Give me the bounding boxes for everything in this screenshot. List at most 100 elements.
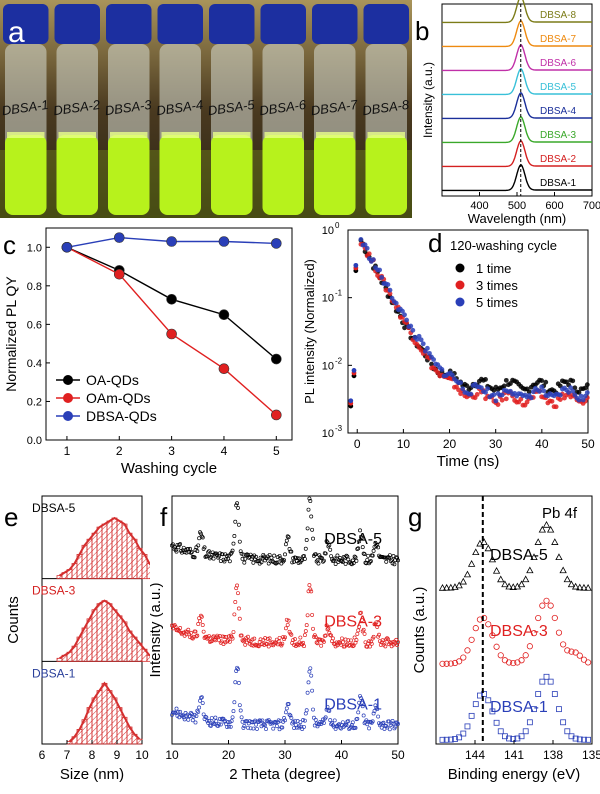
- decay-point: [570, 388, 576, 394]
- decay-point: [402, 325, 407, 331]
- liquid-meniscus: [316, 132, 354, 138]
- xrd-point: [292, 726, 296, 730]
- data-point: [113, 268, 125, 280]
- xrd-point: [350, 558, 355, 563]
- xrd-point: [321, 721, 326, 725]
- xps-point: [488, 555, 497, 563]
- liquid-meniscus: [161, 132, 199, 138]
- xrd-point: [335, 643, 340, 648]
- x-tick-label: 500: [508, 200, 526, 212]
- series-label: DBSA-5: [540, 82, 577, 93]
- xrd-point: [371, 711, 376, 716]
- xrd-point: [233, 519, 238, 524]
- xrd-point: [383, 555, 388, 560]
- xrd-point: [251, 560, 256, 565]
- xps-point: [542, 520, 551, 528]
- xrd-point: [267, 552, 272, 557]
- xrd-point: [324, 623, 329, 628]
- vial-label: DBSA-1: [1, 97, 50, 118]
- xps-point: [497, 575, 505, 583]
- data-point: [166, 236, 177, 247]
- vial-label: DBSA-7: [310, 97, 359, 118]
- xrd-point: [380, 638, 385, 643]
- series-label: DBSA-5: [490, 547, 548, 564]
- xrd-point: [189, 550, 194, 554]
- xrd-point: [271, 726, 276, 731]
- xrd-point: [174, 549, 179, 554]
- histogram-bar: [106, 690, 113, 745]
- x-tick-label: 135: [582, 748, 600, 762]
- decay-point: [526, 389, 532, 395]
- xps-point: [530, 630, 538, 637]
- xrd-point: [386, 637, 391, 642]
- xrd-point: [352, 554, 357, 559]
- xrd-point: [375, 707, 380, 712]
- xrd-point: [233, 600, 238, 604]
- xrd-point: [280, 725, 285, 730]
- panel-label-g: g: [408, 502, 423, 532]
- xrd-point: [338, 725, 343, 730]
- decay-point: [557, 397, 563, 403]
- spectrum-line: [442, 139, 592, 168]
- x-axis-label: Size (nm): [60, 766, 124, 783]
- xrd-point: [344, 553, 349, 558]
- histogram-bar: [126, 630, 133, 662]
- xps-point: [555, 629, 563, 636]
- xrd-point: [307, 669, 312, 674]
- spectrum-line: [442, 91, 592, 120]
- y-axis-label: Intensity (a.u.): [150, 582, 164, 677]
- xrd-point: [207, 634, 212, 638]
- y-tick-exponent: 0: [335, 221, 340, 230]
- series-label: DBSA-3: [324, 614, 382, 631]
- xrd-point: [231, 630, 236, 635]
- x-tick-label: 600: [545, 200, 563, 212]
- xrd-point: [239, 715, 244, 720]
- xrd-point: [387, 555, 391, 560]
- vial-cap: [312, 4, 358, 44]
- decay-point: [464, 383, 470, 389]
- xrd-point: [321, 717, 325, 722]
- xrd-point: [362, 631, 367, 636]
- xrd-point: [288, 713, 293, 718]
- xrd-point: [283, 626, 288, 631]
- xrd-point: [189, 630, 193, 635]
- xrd-point: [380, 721, 385, 726]
- xrd-point: [338, 640, 343, 645]
- x-axis-label: Binding energy (eV): [448, 766, 581, 783]
- xrd-point: [366, 719, 371, 724]
- xps-point: [447, 736, 454, 743]
- xps-point: [572, 735, 579, 742]
- xrd-point: [364, 561, 369, 566]
- xrd-point: [258, 637, 263, 642]
- xrd-point: [371, 548, 376, 553]
- spectrum-line: [442, 43, 592, 72]
- xps-point: [560, 641, 567, 648]
- xrd-point: [200, 535, 205, 540]
- xrd-point: [283, 635, 287, 640]
- xrd-point: [307, 496, 312, 501]
- histogram-bar: [136, 547, 143, 580]
- xrd-point: [305, 526, 310, 531]
- panel-e-histograms: DBSA-5 DBSA-3 DBSA-1 6 7 8 9 10 Size (nm) Counts …: [0, 490, 158, 789]
- panel-label-e: e: [4, 502, 19, 532]
- decay-point: [420, 341, 426, 347]
- legend-title: 120-washing cycle: [450, 238, 557, 253]
- y-tick-label: 10: [322, 428, 334, 440]
- xrd-point: [200, 701, 205, 705]
- y-axis-label: Intensity (a.u.): [421, 62, 435, 138]
- xps-point: [472, 548, 480, 556]
- xrd-point: [351, 561, 356, 565]
- xrd-point: [185, 629, 190, 634]
- xps-point: [472, 625, 479, 632]
- data-point: [270, 238, 282, 249]
- xrd-point: [355, 631, 360, 636]
- vial-label: DBSA-2: [52, 97, 101, 118]
- y-tick-label: 0.8: [27, 281, 42, 293]
- xps-point: [501, 657, 509, 664]
- data-point: [270, 353, 282, 365]
- vial-cap: [363, 4, 409, 44]
- legend-label: 1 time: [476, 261, 511, 276]
- xrd-point: [248, 726, 253, 731]
- xrd-point: [286, 535, 291, 540]
- xrd-chart: DBSA-5 DBSA-3 DBSA-1 10 20 30 40 50 2 Theta (deg…: [147, 495, 405, 783]
